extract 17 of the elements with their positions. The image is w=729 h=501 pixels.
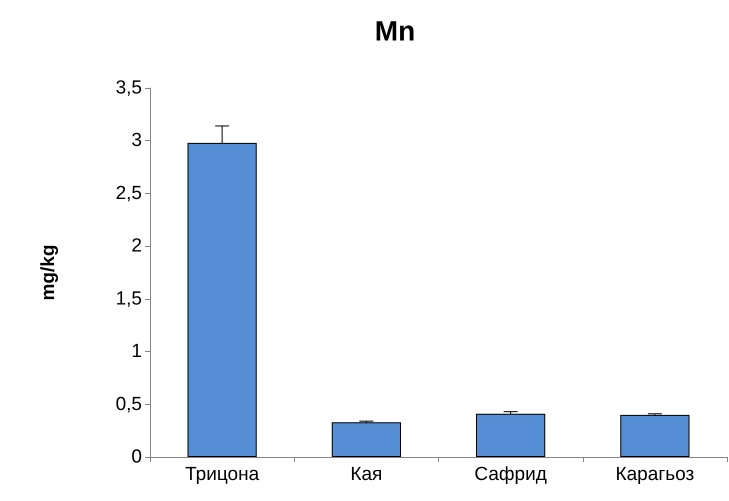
x-tick-label: Трицона (185, 464, 260, 485)
y-tick-label: 2 (131, 236, 142, 257)
bar (332, 422, 401, 457)
y-tick-label: 2,5 (116, 182, 142, 204)
bar (620, 414, 690, 457)
y-tick-label: 0,5 (116, 394, 142, 415)
x-tick-label: Сафрид (474, 464, 547, 485)
y-tick-label: 3 (131, 130, 142, 152)
y-axis-title: mg/kg (38, 244, 59, 300)
chart-title: Mn (374, 16, 416, 46)
x-tick-label: Карагьоз (616, 464, 694, 485)
y-tick-label: 1,5 (116, 288, 142, 310)
x-tick-label: Кая (350, 464, 382, 485)
bar (476, 414, 546, 457)
y-tick-label: 1 (131, 341, 142, 362)
y-tick-label: 3,5 (116, 78, 142, 98)
y-tick-label: 0 (131, 446, 142, 468)
